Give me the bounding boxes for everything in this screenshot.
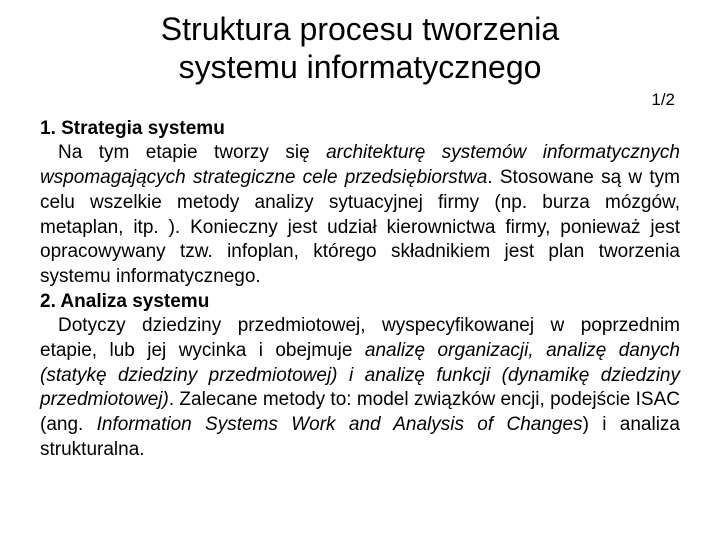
section-1-heading: 1. Strategia systemu [40,118,225,139]
page-number: 1/2 [651,90,675,110]
slide-title: Struktura procesu tworzenia systemu info… [40,10,680,87]
section-1-text-1: Na tym etapie tworzy się [58,142,326,163]
section-2-italic-2: Information Systems Work and Analysis of… [97,414,583,435]
content-body: 1. Strategia systemu Na tym etapie tworz… [40,117,680,463]
slide-container: Struktura procesu tworzenia systemu info… [0,0,720,482]
section-2-heading: 2. Analiza systemu [40,291,209,312]
title-line-2: systemu informatycznego [179,49,542,85]
title-line-1: Struktura procesu tworzenia [161,11,559,47]
